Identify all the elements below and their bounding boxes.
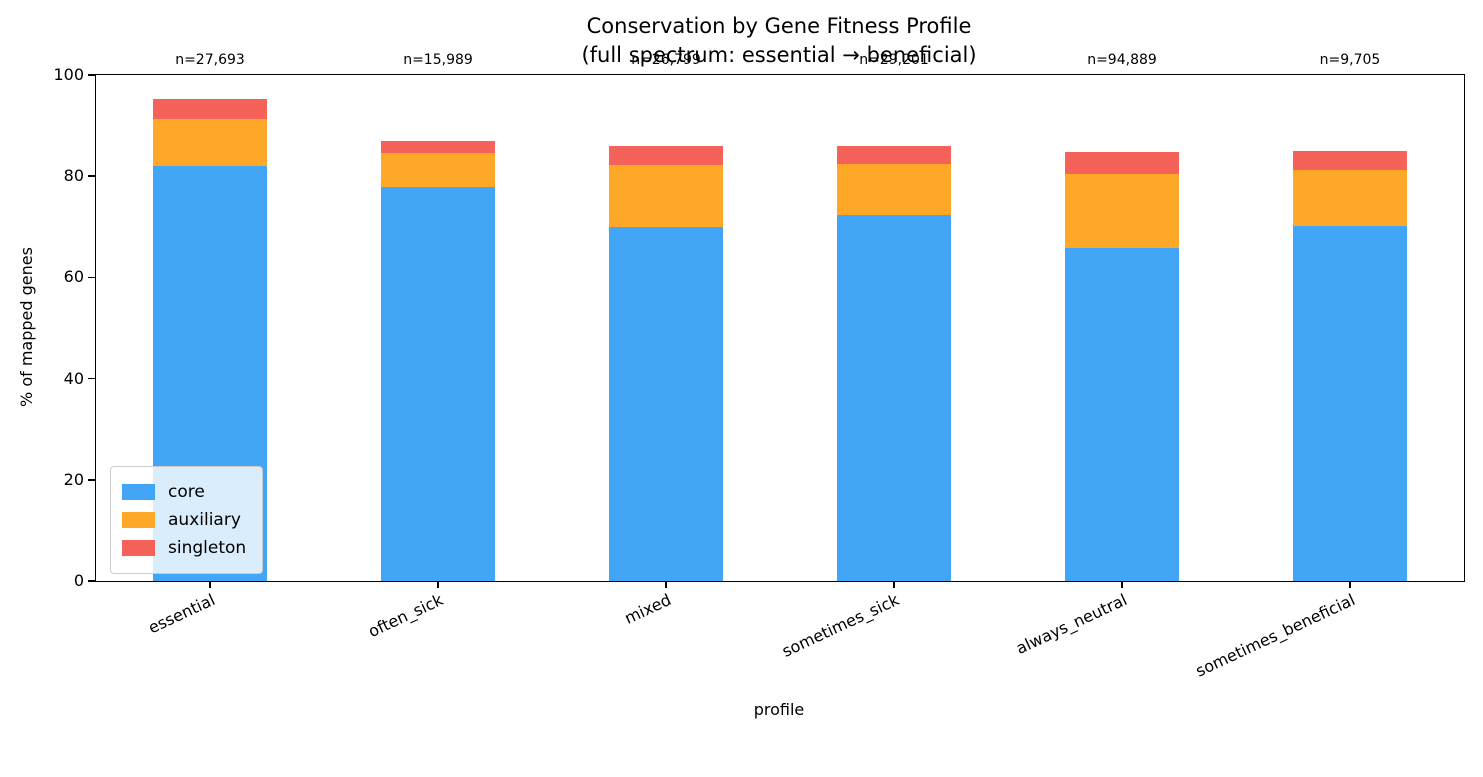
legend-rows: core auxiliary singleton — [122, 480, 246, 560]
bar-segment-auxiliary — [609, 165, 723, 227]
x-tick-mark — [893, 581, 895, 588]
bar-count-annotation: n=9,705 — [1319, 52, 1381, 68]
y-axis-label: % of mapped genes — [17, 247, 36, 407]
y-tick-mark — [87, 276, 95, 279]
bar-count-annotation: n=27,693 — [175, 52, 245, 68]
x-tick-mark — [1349, 581, 1351, 588]
y-tick-mark — [87, 175, 95, 177]
chart-figure: Conservation by Gene Fitness Profile (fu… — [17, 12, 1465, 719]
legend-label: core — [168, 482, 205, 502]
y-tick-label: 40 — [63, 368, 84, 388]
bar-segment-singleton — [381, 140, 495, 153]
bar-segment-singleton — [153, 98, 267, 120]
bar-segment-core — [609, 226, 723, 581]
x-tick-mark — [437, 581, 439, 588]
legend-item-singleton: singleton — [122, 536, 246, 560]
chart-title-line2: (full spectrum: essential → beneficial) — [581, 43, 977, 67]
y-tick-mark — [87, 377, 95, 380]
x-tick-mark — [665, 581, 667, 588]
legend-swatch-core — [122, 484, 155, 500]
bar-segment-core — [837, 215, 951, 581]
x-tick-label: always_neutral — [1013, 590, 1131, 659]
x-tick-label: mixed — [621, 590, 675, 628]
bar-segment-auxiliary — [1065, 174, 1179, 248]
y-tick-label: 80 — [63, 166, 84, 186]
y-tick-mark — [87, 479, 95, 481]
bar-segment-core — [1065, 247, 1179, 581]
legend: core auxiliary singleton — [110, 466, 264, 574]
x-axis-label: profile — [753, 700, 805, 719]
legend-item-auxiliary: auxiliary — [122, 508, 246, 532]
plot-area: 0 20 40 60 80 100 n=27,693 essential n=15,989 oft… — [53, 52, 1465, 681]
chart-title: Conservation by Gene Fitness Profile (fu… — [95, 12, 1463, 70]
bar-segment-auxiliary — [381, 152, 495, 187]
bar-segment-auxiliary — [837, 163, 951, 216]
bar-segment-singleton — [1293, 150, 1407, 171]
chart-title-line1: Conservation by Gene Fitness Profile — [586, 14, 972, 38]
legend-label: auxiliary — [168, 510, 241, 530]
y-tick-mark — [87, 74, 95, 76]
bar-segment-core — [381, 186, 495, 581]
bar-segment-singleton — [1065, 152, 1179, 175]
bar-segment-singleton — [837, 145, 951, 164]
bar-segment-core — [1293, 225, 1407, 581]
bar-segment-singleton — [609, 146, 723, 166]
y-tick-label: 20 — [63, 469, 84, 489]
legend-item-core: core — [122, 480, 246, 504]
legend-label: singleton — [168, 538, 247, 558]
legend-swatch-singleton — [122, 540, 155, 556]
y-tick-label: 0 — [73, 571, 84, 590]
legend-swatch-auxiliary — [122, 512, 155, 528]
bar-count-annotation: n=26,799 — [631, 52, 701, 68]
bar-count-annotation: n=15,989 — [403, 52, 473, 68]
x-tick-mark — [209, 581, 211, 588]
bar-count-annotation: n=29,201 — [859, 52, 929, 68]
x-tick-mark — [1121, 581, 1123, 588]
y-tick-label: 60 — [63, 267, 84, 287]
bar-count-annotation: n=94,889 — [1087, 52, 1157, 68]
y-tick-mark — [87, 580, 95, 582]
x-tick-label: sometimes_sick — [778, 590, 903, 661]
bar-segment-auxiliary — [153, 119, 267, 167]
y-tick-label: 100 — [53, 65, 84, 84]
x-tick-label: sometimes_beneficial — [1192, 590, 1359, 681]
bar-segment-auxiliary — [1293, 170, 1407, 226]
x-tick-label: often_sick — [365, 590, 447, 642]
